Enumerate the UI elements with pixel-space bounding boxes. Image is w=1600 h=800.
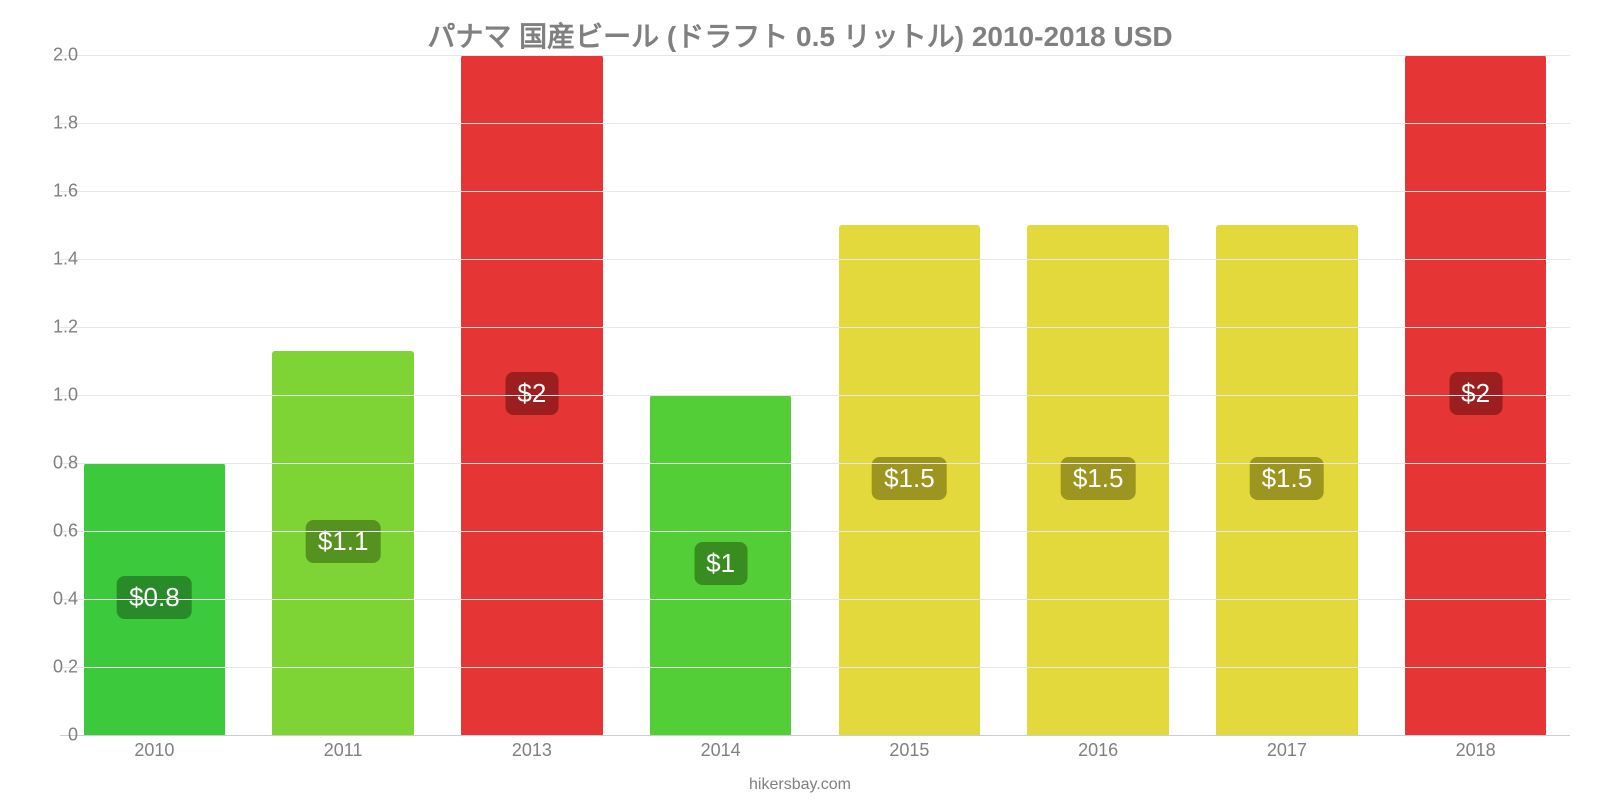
y-tick-label: 1.2 xyxy=(38,317,78,338)
x-labels: 20102011201320142015201620172018 xyxy=(60,740,1570,761)
value-badge: $2 xyxy=(1449,372,1502,415)
source-label: hikersbay.com xyxy=(0,776,1600,794)
chart-title: パナマ 国産ビール (ドラフト 0.5 リットル) 2010-2018 USD xyxy=(0,15,1600,55)
value-badge: $0.8 xyxy=(117,576,192,619)
plot-area: $0.8$1.1$2$1$1.5$1.5$1.5$2 xyxy=(60,55,1570,735)
grid-line xyxy=(60,191,1570,192)
y-tick-label: 1.0 xyxy=(38,385,78,406)
x-tick-label: 2018 xyxy=(1381,740,1570,761)
x-tick-label: 2010 xyxy=(60,740,249,761)
y-tick-label: 0.2 xyxy=(38,657,78,678)
y-tick-label: 1.8 xyxy=(38,113,78,134)
y-tick-label: 0.6 xyxy=(38,521,78,542)
grid-line xyxy=(60,735,1570,736)
y-tick-label: 1.6 xyxy=(38,181,78,202)
value-badge: $1 xyxy=(694,542,747,585)
x-tick-label: 2015 xyxy=(815,740,1004,761)
grid-line xyxy=(60,395,1570,396)
y-tick-label: 1.4 xyxy=(38,249,78,270)
grid-line xyxy=(60,667,1570,668)
grid-line xyxy=(60,599,1570,600)
value-badge: $1.1 xyxy=(306,520,381,563)
grid-line xyxy=(60,123,1570,124)
x-tick-label: 2013 xyxy=(438,740,627,761)
grid-line xyxy=(60,463,1570,464)
y-tick-label: 0 xyxy=(38,725,78,746)
x-tick-label: 2014 xyxy=(626,740,815,761)
value-badge: $2 xyxy=(505,372,558,415)
grid-line xyxy=(60,531,1570,532)
x-tick-label: 2016 xyxy=(1004,740,1193,761)
grid-line xyxy=(60,55,1570,56)
x-tick-label: 2011 xyxy=(249,740,438,761)
y-tick-label: 0.4 xyxy=(38,589,78,610)
grid-line xyxy=(60,327,1570,328)
bar-chart: パナマ 国産ビール (ドラフト 0.5 リットル) 2010-2018 USD … xyxy=(0,0,1600,800)
y-tick-label: 2.0 xyxy=(38,45,78,66)
grid-line xyxy=(60,259,1570,260)
x-tick-label: 2017 xyxy=(1193,740,1382,761)
y-tick-label: 0.8 xyxy=(38,453,78,474)
